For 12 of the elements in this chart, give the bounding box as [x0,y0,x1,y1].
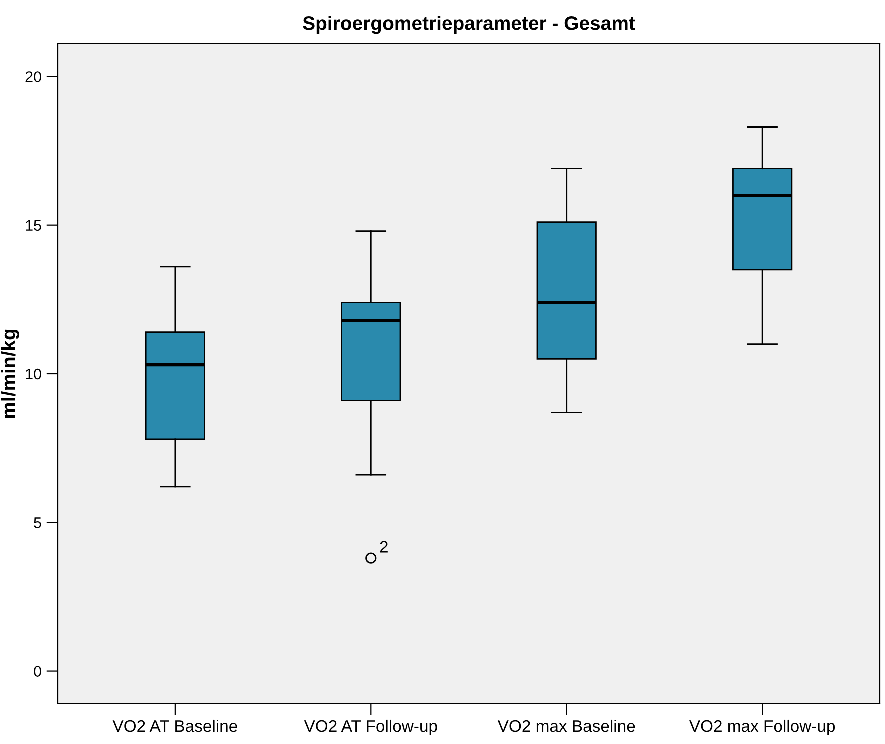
y-tick-label: 5 [34,518,42,528]
y-axis-title: ml/min/kg [1,330,20,418]
y-tick-label: 15 [26,220,42,232]
x-tick-label: VO2 max Baseline [498,720,636,732]
x-tick-label: VO2 AT Baseline [112,720,238,732]
x-tick-label: VO2 max Follow-up [689,720,836,736]
y-tick-label: 10 [26,368,42,380]
y-tick-label: 0 [34,666,42,677]
chart-title: Spiroergometrieparameter - Gesamt [303,16,636,34]
y-tick-label: 20 [26,72,42,82]
annotation: 2 [380,541,388,553]
x-tick-label: VO2 AT Follow-up [304,720,438,736]
